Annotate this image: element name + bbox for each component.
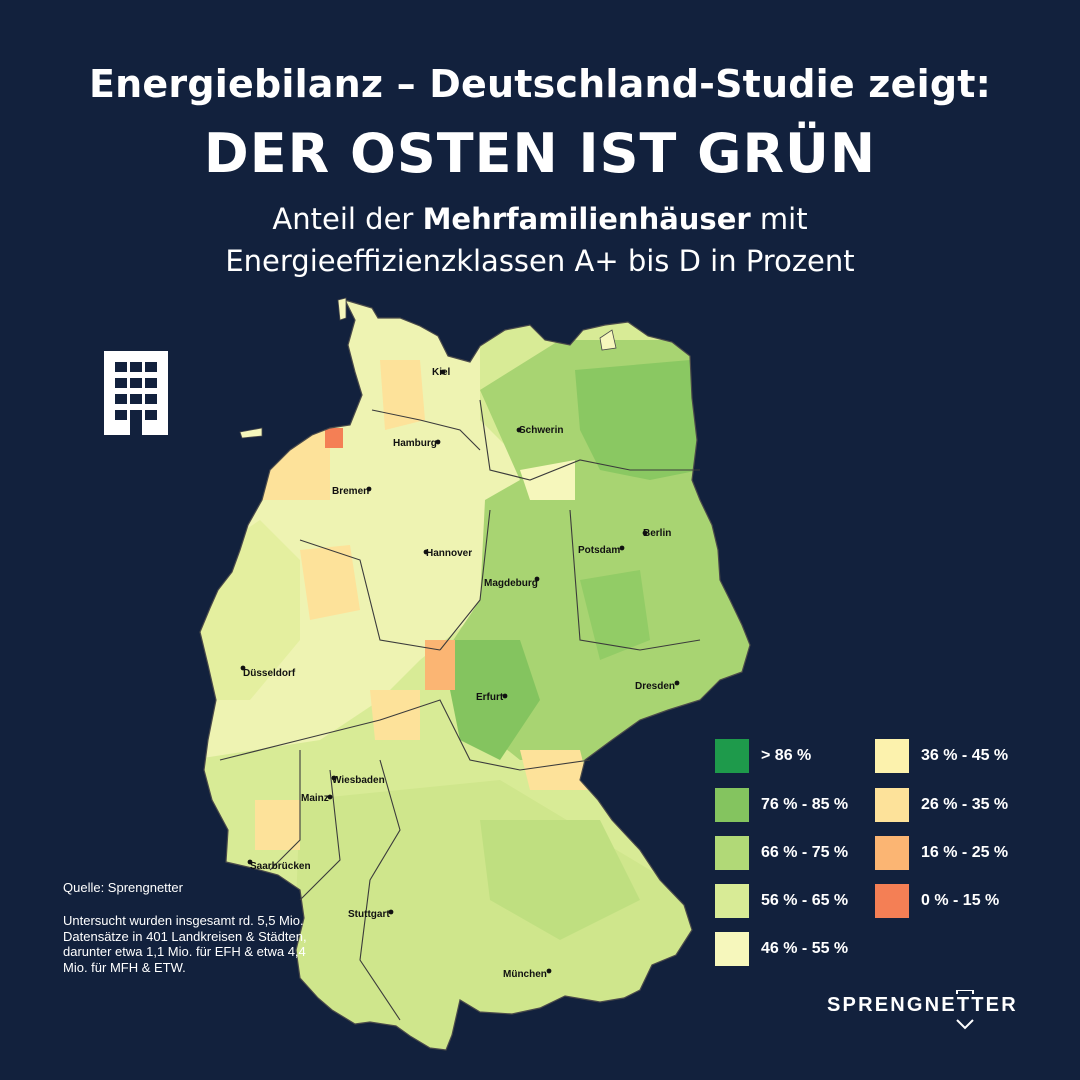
city-marker-duesseldorf	[240, 665, 246, 671]
subtitle-line-1: Anteil der Mehrfamilienhäuser mit	[0, 202, 1080, 236]
legend-item: 76 % - 85 %	[715, 787, 848, 823]
legend-swatch	[715, 836, 749, 870]
city-marker-magdeburg	[534, 576, 540, 582]
title-line-2: DER OSTEN IST GRÜN	[203, 122, 877, 185]
apartment-building-icon	[104, 351, 168, 435]
city-label-bremen: Bremen	[332, 486, 369, 497]
city-label-stuttgart: Stuttgart	[348, 909, 390, 920]
source-note: Quelle: Sprengnetter	[63, 880, 183, 895]
city-label-magdeburg: Magdeburg	[484, 578, 538, 589]
methodology-note: Untersucht wurden insgesamt rd. 5,5 Mio.…	[63, 913, 307, 975]
legend-label: 26 % - 35 %	[921, 796, 1009, 813]
legend-item: 66 % - 75 %	[715, 835, 848, 871]
logo-bracket-icon	[956, 990, 974, 1030]
city-marker-hamburg	[435, 439, 441, 445]
legend-swatch	[875, 884, 909, 918]
legend-item: 0 % - 15 %	[875, 883, 999, 919]
city-label-mainz: Mainz	[301, 793, 329, 804]
legend-swatch	[875, 788, 909, 822]
legend-label: 76 % - 85 %	[761, 796, 849, 813]
legend-label: 0 % - 15 %	[921, 892, 1000, 909]
legend-swatch	[715, 932, 749, 966]
legend-label: 46 % - 55 %	[761, 940, 849, 957]
title-line-1: Energiebilanz – Deutschland-Studie zeigt…	[89, 62, 991, 106]
subtitle-bold: Mehrfamilienhäuser	[422, 202, 751, 236]
city-layer: Kiel Hamburg Schwerin Bremen Berlin Potsdam Ha…	[240, 367, 680, 980]
legend-label: 16 % - 25 %	[921, 844, 1009, 861]
islands	[239, 297, 617, 439]
legend-swatch	[715, 884, 749, 918]
city-marker-saarbruecken	[247, 859, 253, 865]
city-marker-berlin	[642, 530, 648, 536]
city-marker-muenchen	[546, 968, 552, 974]
legend-swatch	[875, 836, 909, 870]
brand-wordmark: SPRENGNETTER	[827, 994, 1018, 1016]
city-marker-hannover	[423, 549, 429, 555]
city-label-muenchen: München	[503, 969, 547, 980]
legend-label: 56 % - 65 %	[761, 892, 849, 909]
city-label-saarbruecken: Saarbrücken	[250, 861, 311, 872]
city-label-duesseldorf: Düsseldorf	[243, 668, 296, 679]
city-label-schwerin: Schwerin	[519, 425, 563, 436]
city-label-dresden: Dresden	[635, 681, 675, 692]
subtitle-prefix: Anteil der	[272, 202, 423, 236]
subtitle-suffix: mit	[750, 202, 808, 236]
city-marker-kiel	[440, 369, 446, 375]
city-label-berlin: Berlin	[643, 528, 671, 539]
city-marker-wiesbaden	[331, 775, 337, 781]
city-label-kiel: Kiel	[432, 367, 451, 378]
legend-label: > 86 %	[761, 747, 812, 764]
city-label-wiesbaden: Wiesbaden	[332, 775, 385, 786]
legend-swatch	[715, 739, 749, 773]
city-label-hamburg: Hamburg	[393, 438, 437, 449]
city-marker-potsdam	[619, 545, 625, 551]
city-marker-erfurt	[502, 693, 508, 699]
state-borders	[219, 399, 701, 1021]
city-marker-stuttgart	[388, 909, 394, 915]
city-label-erfurt: Erfurt	[476, 692, 504, 703]
city-marker-bremen	[366, 486, 372, 492]
legend-item: 46 % - 55 %	[715, 931, 848, 967]
legend-item: 56 % - 65 %	[715, 883, 848, 919]
city-marker-schwerin	[516, 427, 522, 433]
legend-item: 36 % - 45 %	[875, 738, 1008, 774]
city-marker-mainz	[327, 794, 333, 800]
city-label-hannover: Hannover	[426, 548, 472, 559]
sprengnetter-logo: SPRENGNETTER	[827, 990, 1022, 1030]
legend-item: > 86 %	[715, 738, 811, 774]
city-marker-dresden	[674, 680, 680, 686]
legend-item: 16 % - 25 %	[875, 835, 1008, 871]
subtitle-line-2: Energieeffizienzklassen A+ bis D in Proz…	[225, 244, 855, 278]
legend-swatch	[875, 739, 909, 773]
legend-item: 26 % - 35 %	[875, 787, 1008, 823]
legend-label: 66 % - 75 %	[761, 844, 849, 861]
legend-swatch	[715, 788, 749, 822]
city-label-potsdam: Potsdam	[578, 545, 620, 556]
legend-label: 36 % - 45 %	[921, 747, 1009, 764]
